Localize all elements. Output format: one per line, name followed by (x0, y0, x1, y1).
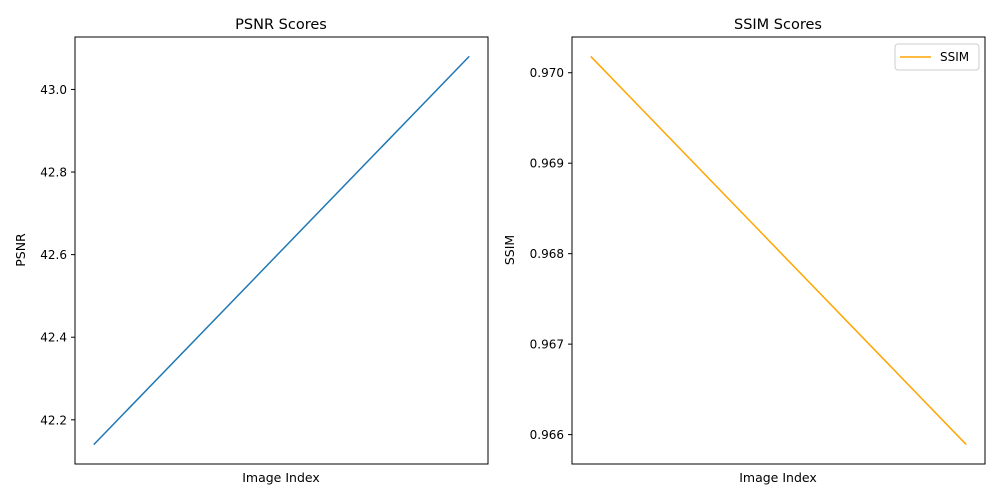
series-line (590, 55, 967, 446)
y-tick-label: 42.4 (40, 331, 67, 345)
y-tick-label: 0.969 (530, 157, 564, 171)
y-tick-label: 42.6 (40, 248, 67, 262)
y-ticks: 42.2 42.4 42.6 42.8 43.0 (40, 83, 75, 427)
legend-label: SSIM (940, 50, 969, 64)
y-tick-label: 0.966 (530, 428, 564, 442)
y-tick-label: 0.968 (530, 247, 564, 261)
chart-psnr: PSNR Scores Image Index PSNR 42.242.442.… (13, 17, 489, 485)
y-axis-label: PSNR (13, 233, 28, 267)
y-tick-label: 42.2 (40, 413, 67, 427)
series-line (93, 55, 470, 446)
y-tick-label: 43.0 (40, 83, 67, 97)
y-tick-label: 0.970 (530, 66, 564, 80)
chart-title: SSIM Scores (734, 17, 822, 33)
x-axis-label: Image Index (739, 470, 817, 485)
plot-lines (590, 55, 967, 446)
y-tick-label: 0.967 (530, 338, 564, 352)
axes-frame (571, 36, 986, 465)
y-axis-label: SSIM (502, 235, 517, 265)
chart-ssim: SSIM Scores Image Index SSIM 0.9660.9670… (502, 17, 986, 485)
chart-title: PSNR Scores (235, 17, 327, 33)
legend: SSIM (894, 43, 980, 71)
y-ticks: 0.966 0.967 0.968 0.969 0.970 (530, 66, 572, 442)
plot-lines (93, 55, 470, 446)
axes-frame (74, 36, 489, 465)
y-tick-label: 42.8 (40, 166, 67, 180)
legend-box (894, 43, 980, 71)
x-axis-label: Image Index (242, 470, 320, 485)
